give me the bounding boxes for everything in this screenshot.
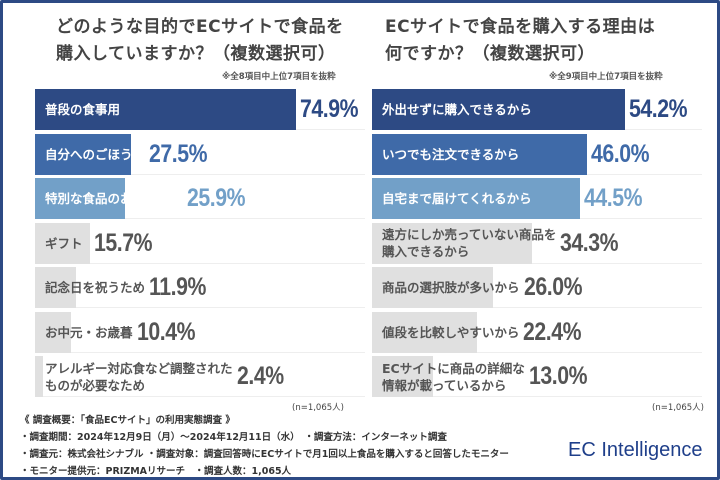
bar	[35, 311, 72, 353]
bar-label: 特別な食品のお取り寄せ	[45, 191, 183, 206]
bar-row: ギフト 15.7%	[35, 222, 365, 264]
footer-survey-source: ・調査元：株式会社シナブル ・調査対象：調査回答時にECサイトで月1回以上食品を…	[20, 449, 509, 460]
bar-row: 遠方にしか売っていない商品を 購入できるから 34.3%	[372, 222, 702, 264]
bar	[35, 356, 44, 397]
bar-label: 値段を比較しやすいから	[382, 324, 520, 340]
bar-label: 自宅まで届けてくれるから	[382, 191, 532, 206]
bar	[372, 133, 587, 175]
right-chart-title: ECサイトで食品を購入する理由は 何ですか？（複数選択可）	[385, 14, 655, 68]
value-label: 25.9%	[187, 184, 246, 212]
bar-label: ギフト	[45, 235, 83, 251]
left-sample-size: (n=1,065人)	[292, 403, 344, 413]
bar	[372, 89, 626, 130]
bar-row: 値段を比較しやすいから 22.4%	[372, 311, 702, 353]
bar-row: いつでも注文できるから 46.0%	[372, 133, 702, 175]
bar-label: ECサイトに商品の詳細な 情報が載っているから	[382, 360, 525, 393]
bar-row: ECサイトに商品の詳細な 情報が載っているから 13.0%	[372, 356, 702, 397]
value-label: 22.4%	[523, 317, 582, 346]
value-label: 2.4%	[237, 362, 284, 390]
bar-row: 商品の選択肢が多いから 26.0%	[372, 267, 702, 308]
bar-label: お中元・お歳暮	[45, 324, 133, 340]
bar	[372, 222, 533, 264]
bar-row: 自分へのごほうび 27.5%	[35, 133, 365, 175]
bar-label: 自分へのごほうび	[45, 146, 146, 162]
bar-label: 普段の食事用	[45, 102, 121, 117]
value-label: 74.9%	[299, 95, 359, 123]
value-label: 26.0%	[524, 273, 583, 301]
value-label: 10.4%	[137, 317, 196, 346]
value-label: 27.5%	[149, 139, 208, 168]
bar-row: 特別な食品のお取り寄せ 25.9%	[35, 178, 365, 219]
bar-row: お中元・お歳暮 10.4%	[35, 311, 365, 353]
value-label: 34.3%	[560, 228, 619, 257]
bar	[372, 356, 433, 397]
footer-survey-provider: ・モニター提供元：PRIZMAリサーチ ・調査人数：1,065人	[20, 466, 292, 477]
bar	[35, 133, 131, 175]
value-label: 44.5%	[583, 184, 643, 212]
right-note: ※全9項目中上位7項目を抜粋	[549, 72, 663, 82]
left-title-line2: 購入していますか？（複数選択可）	[56, 44, 336, 64]
bar	[35, 267, 77, 308]
bar-row: アレルギー対応食など調整された ものが必要なため 2.4%	[35, 356, 365, 397]
bar-label: 遠方にしか売っていない商品を 購入できるから	[382, 227, 557, 259]
bar-label: 商品の選択肢が多いから	[382, 280, 520, 295]
bar	[372, 267, 494, 308]
value-label: 46.0%	[590, 139, 650, 168]
bar	[35, 178, 126, 219]
left-chart-title: どのような目的でECサイトで食品を 購入していますか？（複数選択可）	[56, 14, 344, 68]
right-title-line1: ECサイトで食品を購入する理由は	[385, 17, 656, 37]
footer-survey-period: ・調査期間：2024年12月9日（月）～2024年12月11日（水） ・調査方法…	[20, 432, 447, 443]
bar-row: 記念日を祝うため 11.9%	[35, 267, 365, 308]
value-label: 13.0%	[529, 362, 588, 390]
left-note: ※全8項目中上位7項目を抜粋	[222, 72, 336, 82]
bar-row: 普段の食事用 74.9%	[35, 89, 365, 130]
value-label: 54.2%	[629, 95, 688, 123]
ec-intelligence-logo: EC Intelligence	[568, 439, 703, 461]
bar-row: 自宅まで届けてくれるから 44.5%	[372, 178, 702, 219]
bar	[372, 178, 580, 219]
bar-label: 記念日を祝うため	[45, 280, 146, 295]
bar	[35, 89, 296, 130]
bar	[35, 222, 90, 264]
left-title-line1: どのような目的でECサイトで食品を	[56, 17, 344, 37]
value-label: 15.7%	[93, 228, 153, 257]
right-title-line2: 何ですか？（複数選択可）	[385, 44, 595, 64]
right-sample-size: (n=1,065人)	[652, 403, 704, 413]
footer-survey-title: 《 調査概要：「食品ECサイト」の利用実態調査 》	[20, 415, 235, 426]
bar	[372, 311, 477, 353]
bar-label: 外出せずに購入できるから	[382, 102, 532, 117]
bar-row: 外出せずに購入できるから 54.2%	[372, 89, 702, 130]
bar-label: いつでも注文できるから	[382, 146, 520, 162]
value-label: 11.9%	[149, 273, 206, 301]
bar-label: アレルギー対応食など調整された ものが必要なため	[45, 360, 233, 393]
